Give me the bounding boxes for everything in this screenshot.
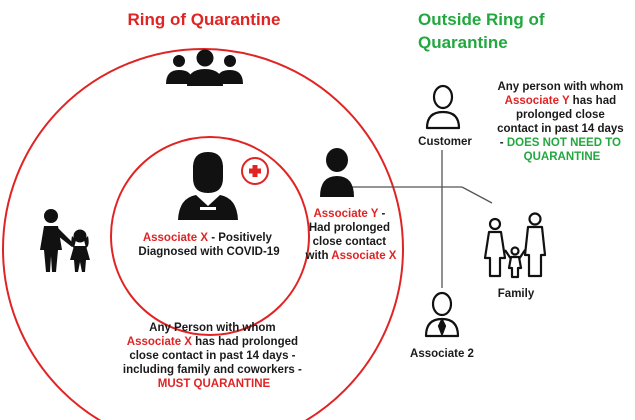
inner-diagnosed-circle [110, 136, 310, 336]
associate-x-line1: Associate X - Positively [143, 232, 275, 244]
associate-y-description: Associate Y - Had prolonged close contac… [305, 208, 397, 262]
person-icon [320, 148, 354, 197]
associate-y-line4: with Associate X [305, 250, 397, 262]
associate-y-line4-name: Associate X [331, 250, 397, 262]
associate2-label: Associate 2 [410, 348, 474, 360]
outside-note-line6: QUARANTINE [524, 151, 601, 163]
outside-note-highlight: DOES NOT NEED TO [507, 137, 621, 149]
bottom-note-name: Associate X [127, 336, 193, 348]
associate-y-line3: close contact [313, 236, 387, 248]
outside-note-name: Associate Y [505, 95, 570, 107]
bottom-note-line1: Any Person with whom [149, 322, 276, 334]
outside-note-line2: Associate Y has had [505, 95, 620, 107]
associate-x-name: Associate X [143, 232, 209, 244]
outside-note-line3: prolonged close [516, 109, 605, 121]
associate-y-line1: Associate Y - [313, 208, 388, 220]
outside-note-line4: contact in past 14 days [497, 123, 624, 135]
bottom-note-line4: including family and coworkers - [123, 364, 302, 376]
associate-y-line2: Had prolonged [309, 222, 390, 234]
outer-quarantine-ring [2, 48, 404, 420]
ring-bottom-note: Any Person with whom Associate X has had… [123, 322, 305, 390]
parent-child-icon [40, 209, 90, 272]
bottom-note-line2: Associate X has had prolonged [127, 336, 301, 348]
outside-note-line1: Any person with whom [497, 81, 623, 93]
associate-x-description: Associate X - Positively Diagnosed with … [138, 232, 279, 258]
associate-x-line2: Diagnosed with COVID-19 [138, 246, 279, 258]
outside-title-line1: Outside Ring of [418, 10, 545, 29]
customer-label: Customer [418, 136, 472, 148]
person-tie-outline-icon [424, 291, 460, 338]
associate-y-name: Associate Y [313, 208, 378, 220]
group-people-icon [166, 49, 243, 86]
outside-note: Any person with whom Associate Y has had… [497, 81, 627, 163]
bottom-note-line5: MUST QUARANTINE [158, 378, 271, 390]
outside-title-line2: Quarantine [418, 33, 508, 52]
sick-person-icon [178, 152, 238, 220]
person-outline-icon [425, 84, 461, 130]
family-label: Family [498, 288, 535, 300]
connector-lines [338, 150, 493, 288]
medical-plus-icon [241, 157, 269, 185]
bottom-note-line3: close contact in past 14 days - [129, 350, 295, 362]
family-outline-icon [483, 212, 547, 279]
outside-note-line5: - DOES NOT NEED TO [500, 137, 624, 149]
connector-to-family [461, 186, 493, 204]
ring-title: Ring of Quarantine [128, 10, 281, 29]
